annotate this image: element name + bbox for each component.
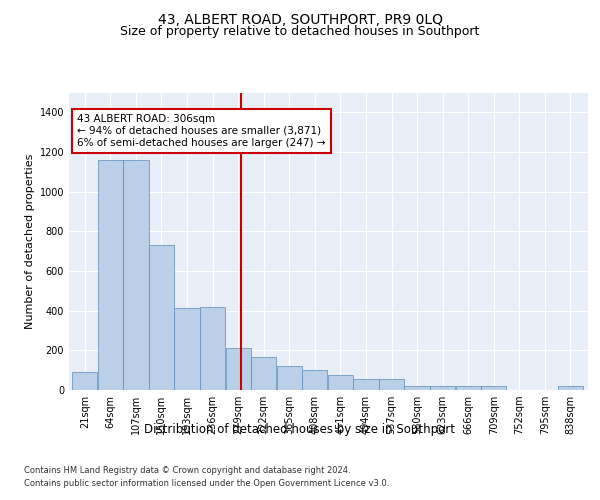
Bar	[455, 386, 481, 390]
Bar	[558, 386, 583, 390]
Bar	[72, 372, 97, 390]
Text: Distribution of detached houses by size in Southport: Distribution of detached houses by size …	[145, 422, 455, 436]
Bar	[175, 308, 200, 390]
Bar	[481, 386, 506, 390]
Bar	[430, 386, 455, 390]
Bar	[251, 358, 277, 390]
Y-axis label: Number of detached properties: Number of detached properties	[25, 154, 35, 329]
Bar	[149, 245, 174, 390]
Bar	[328, 375, 353, 390]
Bar	[123, 160, 149, 390]
Bar	[98, 160, 123, 390]
Text: Size of property relative to detached houses in Southport: Size of property relative to detached ho…	[121, 25, 479, 38]
Bar	[302, 370, 328, 390]
Bar	[379, 379, 404, 390]
Text: Contains public sector information licensed under the Open Government Licence v3: Contains public sector information licen…	[24, 479, 389, 488]
Bar	[277, 366, 302, 390]
Text: 43 ALBERT ROAD: 306sqm
← 94% of detached houses are smaller (3,871)
6% of semi-d: 43 ALBERT ROAD: 306sqm ← 94% of detached…	[77, 114, 326, 148]
Bar	[200, 306, 225, 390]
Bar	[226, 348, 251, 390]
Bar	[404, 386, 430, 390]
Text: 43, ALBERT ROAD, SOUTHPORT, PR9 0LQ: 43, ALBERT ROAD, SOUTHPORT, PR9 0LQ	[157, 12, 443, 26]
Bar	[353, 379, 379, 390]
Text: Contains HM Land Registry data © Crown copyright and database right 2024.: Contains HM Land Registry data © Crown c…	[24, 466, 350, 475]
